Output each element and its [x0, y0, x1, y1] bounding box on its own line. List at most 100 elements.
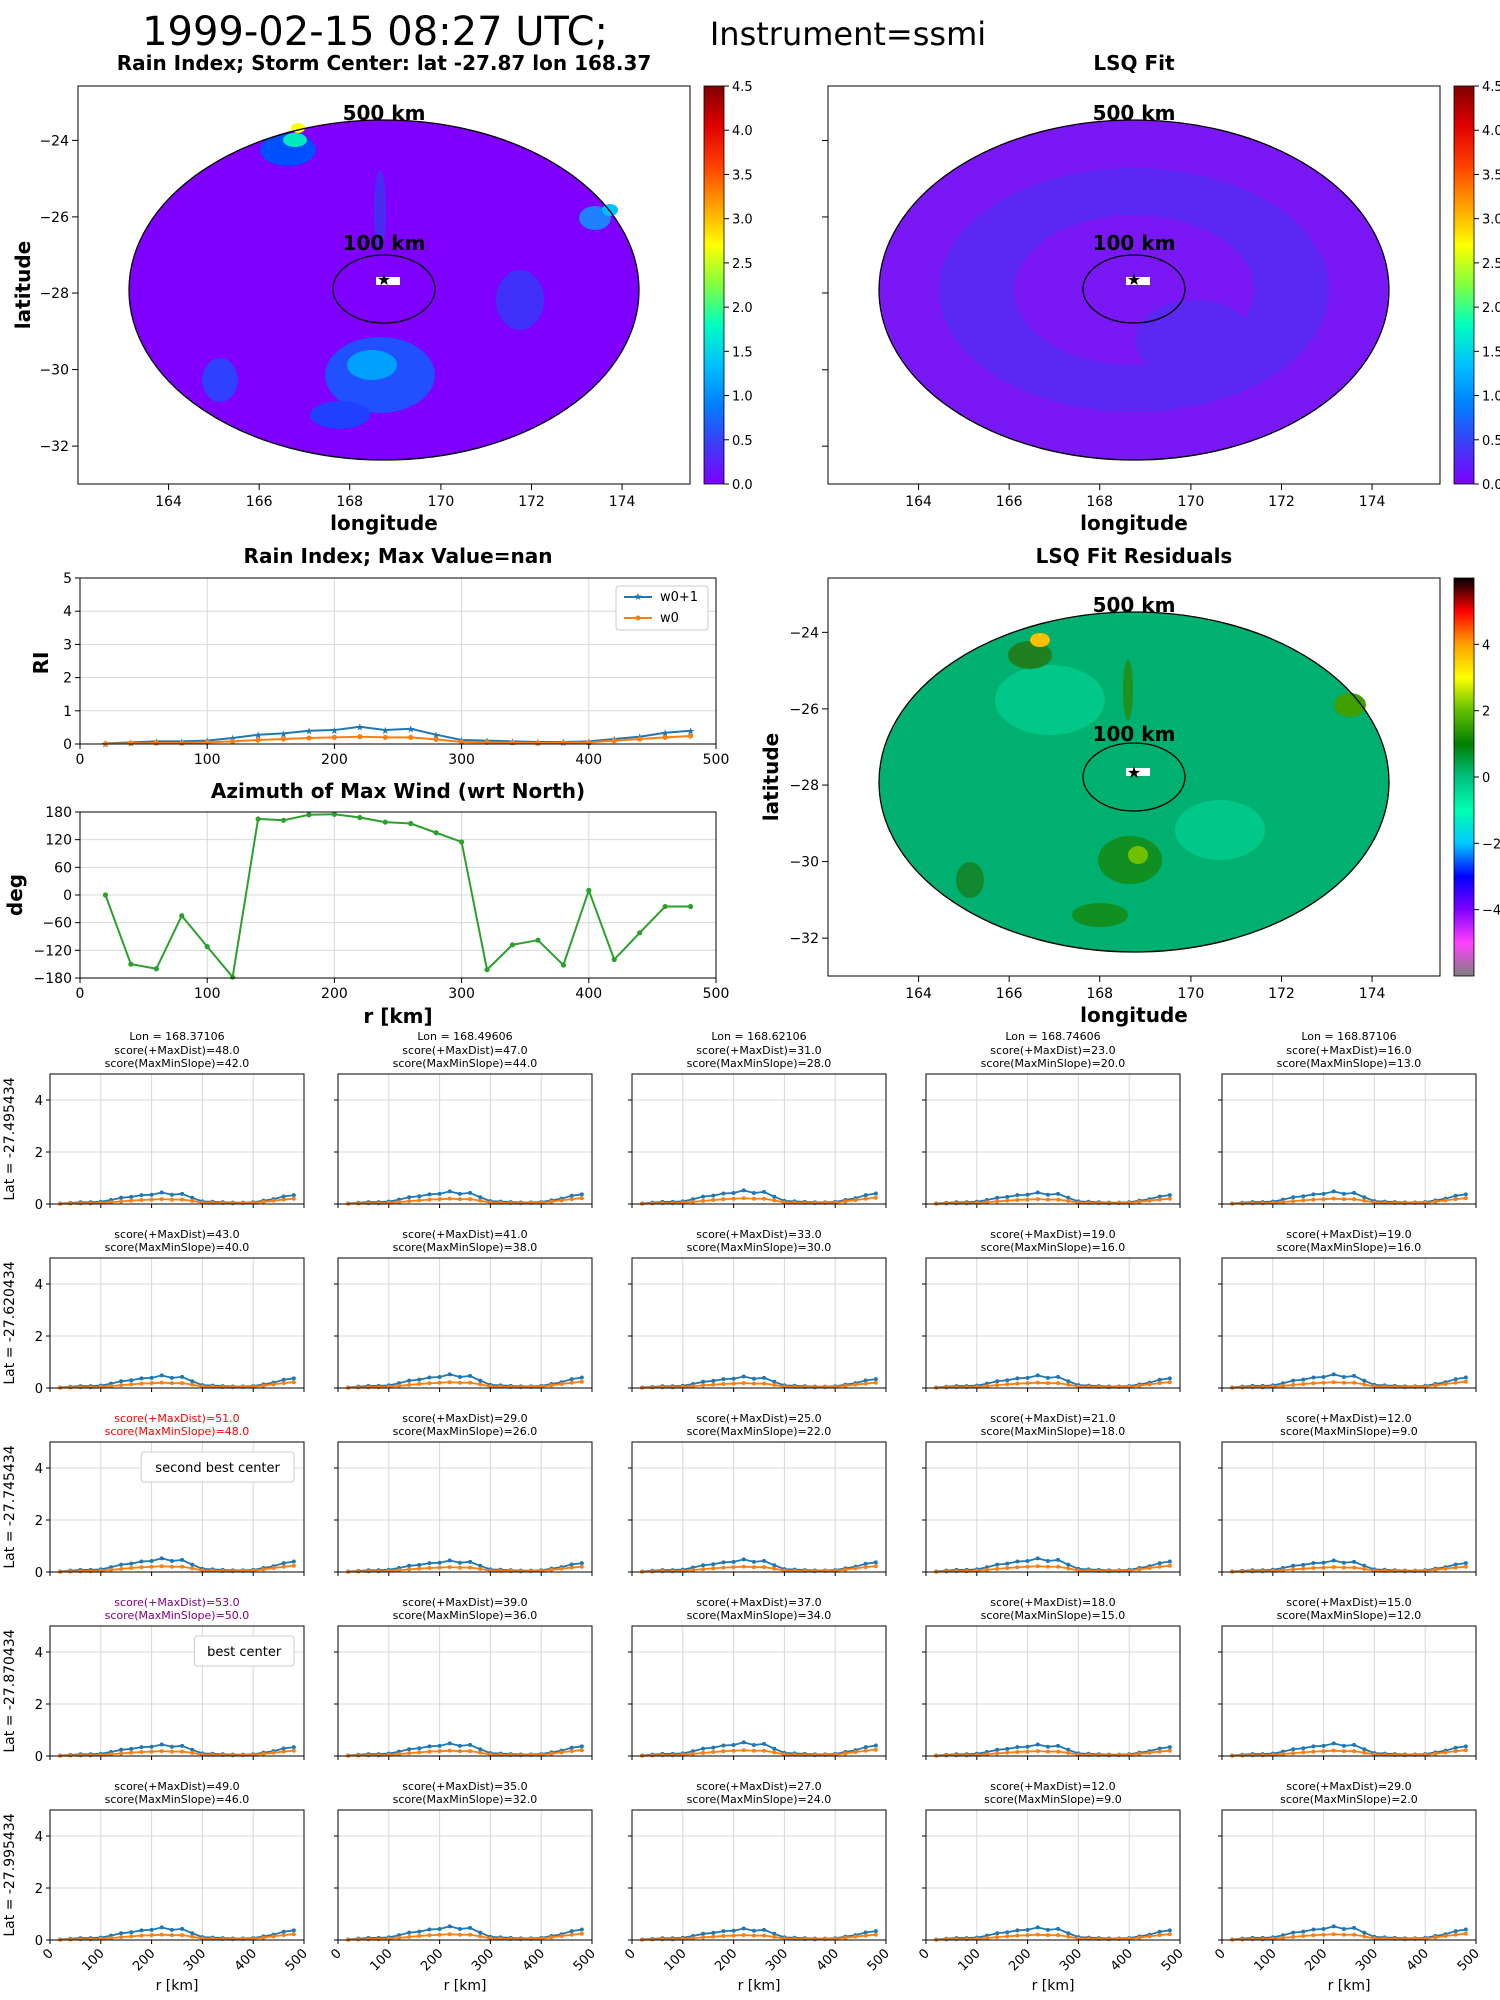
score-cell-point — [1362, 1750, 1367, 1755]
score-cell: score(+MaxDist)=29.0score(MaxMinSlope)=2… — [334, 1412, 593, 1576]
score-cell-point — [721, 1743, 726, 1748]
score-cell-point — [1301, 1198, 1306, 1203]
score-cell-point — [1453, 1197, 1458, 1202]
lsq-map-x-tick-label: 174 — [1359, 494, 1386, 510]
score-cell-point — [701, 1194, 706, 1199]
score-cell-point — [1331, 1924, 1336, 1929]
score-cell-point — [1015, 1193, 1020, 1198]
score-cell-point — [478, 1382, 483, 1387]
score-cell-point — [1147, 1750, 1152, 1755]
rain-map-frame — [77, 85, 691, 485]
score-cell-point — [78, 1753, 83, 1758]
lsq-colorbar-tick-label: 4.5 — [1482, 80, 1500, 95]
score-cell-x-tick-label: 500 — [1455, 1946, 1483, 1974]
ri-chart-point: ★ — [661, 729, 670, 740]
score-cell-point — [1463, 1379, 1468, 1384]
score-cell-point — [139, 1933, 144, 1938]
az-chart-point — [102, 892, 109, 898]
score-cell-point — [1433, 1567, 1438, 1572]
score-cell-point — [1341, 1749, 1346, 1754]
score-cell-point — [1015, 1198, 1020, 1203]
score-cell-point — [701, 1750, 706, 1755]
ri-chart-point — [179, 740, 185, 746]
score-cell-point — [1250, 1937, 1255, 1942]
score-cell-point — [1250, 1385, 1255, 1390]
score-cell-point — [129, 1566, 134, 1571]
score-cell-point — [954, 1385, 959, 1390]
score-maxminslope: score(MaxMinSlope)=30.0 — [687, 1241, 832, 1254]
score-cell-point — [190, 1931, 195, 1936]
score-cell-point — [772, 1566, 777, 1571]
score-cell-point — [478, 1747, 483, 1752]
score-cell-point — [468, 1932, 473, 1937]
score-cell-point — [650, 1753, 655, 1758]
rain-map-y-tick-label: −32 — [39, 439, 69, 455]
score-cell-point — [1362, 1563, 1367, 1568]
score-cell-point — [1045, 1933, 1050, 1938]
score-cell-point — [762, 1381, 767, 1386]
lsq-map-frame — [827, 85, 1441, 485]
ri-chart-x-tick-label: 300 — [448, 752, 475, 768]
score-cell-point — [579, 1744, 584, 1749]
score-maxminslope: score(MaxMinSlope)=36.0 — [393, 1609, 538, 1622]
az-chart-ylabel: deg — [3, 874, 27, 916]
score-cell-point — [1015, 1376, 1020, 1381]
score-cell-point — [1301, 1566, 1306, 1571]
score-tag-box — [193, 1635, 295, 1667]
score-cell-point — [1240, 1385, 1245, 1390]
score-cell-point — [427, 1933, 432, 1938]
score-cell-point — [437, 1565, 442, 1570]
lsq-map-x-tick-label: 168 — [1086, 494, 1113, 510]
score-cell-point — [1352, 1190, 1357, 1195]
score-cell-point — [447, 1196, 452, 1201]
score-cell-point — [670, 1937, 675, 1942]
rain-colorbar-tick-label: 4.0 — [732, 124, 753, 139]
score-maxdist: score(+MaxDist)=19.0 — [1286, 1228, 1411, 1241]
score-cell-xlabel: r [km] — [1032, 1978, 1075, 1994]
score-cell-point — [139, 1376, 144, 1381]
score-cell-point — [670, 1385, 675, 1390]
rain-colorbar-tick-label: 3.5 — [732, 168, 753, 183]
rain-map-x-ticks: 164 166 168 170 172 174 — [155, 484, 636, 510]
az-chart-series-line — [104, 813, 691, 980]
score-maxminslope: score(MaxMinSlope)=9.0 — [1280, 1425, 1418, 1438]
score-cell-point — [660, 1201, 665, 1206]
az-chart-y-tick-label: −60 — [42, 916, 72, 932]
score-cell-point — [437, 1191, 442, 1196]
ri-chart-y-tick-label: 3 — [63, 637, 72, 653]
score-cell-x-tick-label: 300 — [1353, 1946, 1381, 1974]
score-cell-point — [762, 1196, 767, 1201]
ri-chart-x-tick-label: 200 — [321, 752, 348, 768]
score-cell-point — [660, 1569, 665, 1574]
ri-chart-point: ★ — [279, 729, 288, 740]
ri-chart-series-line — [105, 735, 691, 745]
score-cell-point — [271, 1198, 276, 1203]
score-cell-point — [407, 1567, 412, 1572]
resid-map-colorbar — [1453, 577, 1475, 977]
score-cell-point — [159, 1749, 164, 1754]
score-cell-point — [1035, 1197, 1040, 1202]
score-cell-point — [1362, 1195, 1367, 1200]
score-cell-point — [108, 1384, 113, 1389]
score-cell-point — [169, 1192, 174, 1197]
score-cell-point — [1280, 1383, 1285, 1388]
score-cell-point — [457, 1560, 462, 1565]
score-cell-point — [995, 1383, 1000, 1388]
score-cell-frame — [1221, 1441, 1477, 1573]
score-maxdist: score(+MaxDist)=29.0 — [402, 1412, 527, 1425]
score-cell-point — [417, 1562, 422, 1567]
score-cell-point — [751, 1196, 756, 1201]
score-cell-point — [741, 1748, 746, 1753]
score-cell-point — [1035, 1373, 1040, 1378]
lsq-colorbar-tick-label: 3.0 — [1482, 213, 1500, 228]
score-cell-point — [1453, 1562, 1458, 1567]
score-cell-point — [1056, 1191, 1061, 1196]
rain-map-colorbar — [703, 85, 725, 485]
score-cell-point — [396, 1752, 401, 1757]
score-cell-point — [1341, 1565, 1346, 1570]
score-cell-point — [129, 1194, 134, 1199]
resid-map-y-tick-label: −26 — [789, 702, 819, 718]
score-cell-point — [1311, 1375, 1316, 1380]
score-cell-point — [200, 1568, 205, 1573]
score-cell-point — [569, 1562, 574, 1567]
